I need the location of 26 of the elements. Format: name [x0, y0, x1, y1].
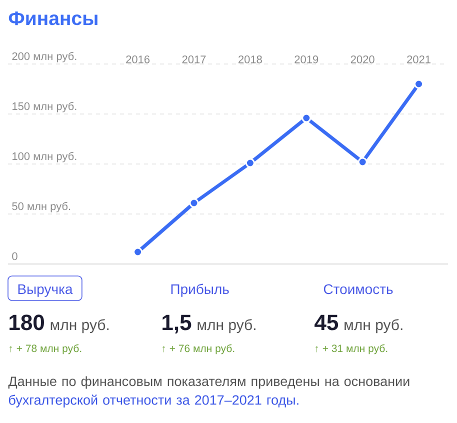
text: 45 [314, 314, 338, 330]
chart-title: Финансы [8, 11, 98, 26]
text: 180 [10, 314, 44, 330]
text: ↑ + 76 млн руб. [162, 344, 234, 354]
y-tick-label: 100 млн руб. [12, 152, 76, 162]
category-label: Стоимость [324, 284, 393, 294]
text: Данные по финансовым показателям приведены на основании [8, 376, 410, 389]
x-tick-label: 2017 [182, 56, 206, 64]
x-tick-label: 2019 [294, 56, 318, 64]
x-tick-label: 2020 [350, 56, 374, 64]
category-label: Выручка [18, 284, 73, 297]
text: бухгалтерской отчетности за 2017–2021 годы. [8, 394, 298, 408]
x-tick-label: 2021 [407, 56, 430, 64]
category-label: Прибыль [171, 284, 229, 297]
text: 1,5 [162, 314, 192, 334]
text: ↑ + 31 млн руб. [316, 344, 388, 354]
text: млн руб. [50, 319, 109, 334]
x-tick-label: 2018 [238, 56, 262, 64]
text: млн руб. [198, 319, 256, 334]
text: ↑ + 78 млн руб. [10, 344, 82, 354]
y-tick-label: 50 млн руб. [12, 202, 70, 212]
y-tick-label: 200 млн руб. [12, 52, 76, 62]
y-tick-label: 150 млн руб. [12, 102, 76, 112]
text: млн руб. [344, 319, 402, 334]
x-tick-label: 2016 [126, 56, 150, 64]
y-tick-label: 0 [12, 252, 18, 260]
